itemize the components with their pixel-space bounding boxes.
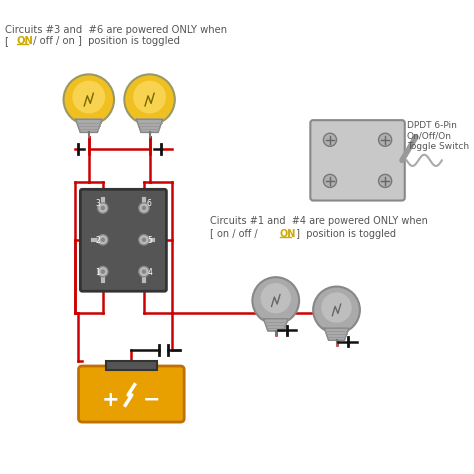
- Circle shape: [64, 74, 114, 125]
- Circle shape: [142, 237, 146, 242]
- Polygon shape: [324, 328, 349, 340]
- Text: 5: 5: [148, 236, 153, 245]
- Polygon shape: [264, 319, 288, 331]
- Circle shape: [139, 203, 149, 213]
- Circle shape: [98, 266, 108, 277]
- Text: +: +: [101, 390, 119, 410]
- Text: Toggle Switch: Toggle Switch: [407, 142, 469, 151]
- Text: / off / on ]  position is toggled: / off / on ] position is toggled: [30, 36, 180, 46]
- Text: −: −: [143, 390, 160, 410]
- Circle shape: [133, 81, 166, 113]
- Text: DPDT 6-Pin: DPDT 6-Pin: [407, 121, 456, 130]
- Circle shape: [323, 174, 337, 187]
- Text: [: [: [5, 36, 15, 46]
- Circle shape: [323, 133, 337, 146]
- Bar: [106, 361, 157, 370]
- FancyBboxPatch shape: [310, 120, 405, 201]
- Circle shape: [100, 269, 105, 274]
- Circle shape: [124, 74, 175, 125]
- Text: On/Off/On: On/Off/On: [407, 131, 452, 140]
- Text: ON: ON: [280, 228, 296, 238]
- Circle shape: [142, 206, 146, 210]
- Text: 2: 2: [95, 236, 100, 245]
- Text: Circuits #1 and  #4 are powered ONLY when: Circuits #1 and #4 are powered ONLY when: [210, 217, 428, 227]
- Text: 4: 4: [148, 268, 153, 277]
- Text: 3: 3: [95, 199, 100, 208]
- Text: ON: ON: [17, 36, 34, 46]
- Text: Circuits #3 and  #6 are powered ONLY when: Circuits #3 and #6 are powered ONLY when: [5, 25, 227, 35]
- Circle shape: [313, 287, 360, 333]
- Circle shape: [379, 174, 392, 187]
- Circle shape: [139, 266, 149, 277]
- Text: [ on / off /: [ on / off /: [210, 228, 261, 238]
- Text: 1: 1: [95, 268, 100, 277]
- Circle shape: [98, 235, 108, 245]
- FancyBboxPatch shape: [81, 189, 166, 291]
- FancyBboxPatch shape: [79, 366, 184, 422]
- Circle shape: [139, 235, 149, 245]
- Circle shape: [321, 292, 352, 323]
- Circle shape: [98, 203, 108, 213]
- Circle shape: [379, 133, 392, 146]
- Circle shape: [73, 81, 105, 113]
- Text: ]  position is toggled: ] position is toggled: [292, 228, 396, 238]
- Circle shape: [142, 269, 146, 274]
- Text: 6: 6: [147, 199, 152, 208]
- Circle shape: [252, 277, 299, 324]
- Polygon shape: [137, 119, 163, 132]
- Circle shape: [261, 283, 291, 313]
- Polygon shape: [76, 119, 102, 132]
- Circle shape: [100, 206, 105, 210]
- Circle shape: [100, 237, 105, 242]
